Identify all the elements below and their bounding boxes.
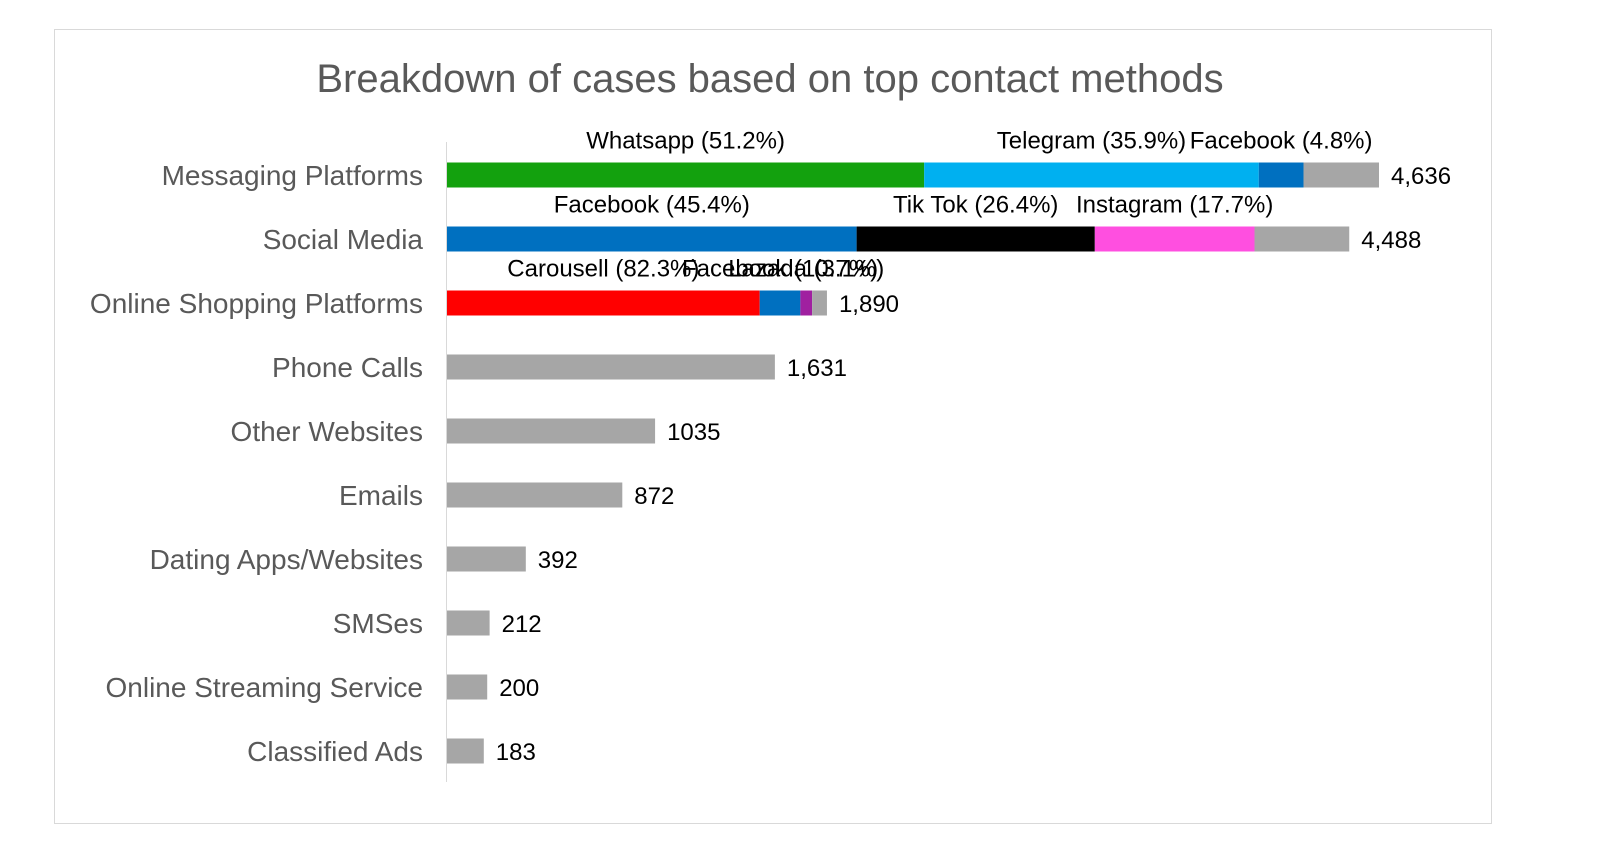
- bar-segment: [1094, 226, 1255, 252]
- bar-segment: [447, 354, 775, 380]
- category-label: Dating Apps/Websites: [150, 544, 423, 575]
- bar-segment: [759, 290, 801, 316]
- segment-label: Tik Tok (26.4%): [893, 192, 1058, 219]
- segment-label: Instagram (17.7%): [1076, 192, 1273, 219]
- chart-frame: [54, 29, 1492, 824]
- bar-segment: [924, 162, 1259, 188]
- segment-label: Facebook (4.8%): [1190, 128, 1373, 155]
- bar-segment: [812, 290, 827, 316]
- category-label: SMSes: [333, 608, 423, 639]
- value-label: 1035: [667, 419, 720, 446]
- bar-segment: [447, 738, 484, 764]
- chart-title: Breakdown of cases based on top contact …: [316, 57, 1223, 101]
- category-label: Other Websites: [231, 416, 423, 447]
- segment-label: Whatsapp (51.2%): [586, 128, 785, 155]
- category-label: Emails: [339, 480, 423, 511]
- bar-segment: [447, 610, 490, 636]
- bar-segment: [447, 546, 526, 572]
- bar-segment: [800, 290, 813, 316]
- value-label: 392: [538, 547, 578, 574]
- bar-segment: [1254, 226, 1350, 252]
- segment-label: Facebook (10.7%): [682, 256, 878, 283]
- category-label: Messaging Platforms: [162, 160, 423, 191]
- segment-label: Facebook (45.4%): [554, 192, 750, 219]
- bar-segment: [1258, 162, 1304, 188]
- value-label: 1,890: [839, 291, 899, 318]
- value-label: 872: [634, 483, 674, 510]
- bar-segment: [447, 290, 760, 316]
- bar-segment: [856, 226, 1095, 252]
- bar-segment: [447, 482, 623, 508]
- bar-segment: [1303, 162, 1379, 188]
- value-label: 4,488: [1361, 227, 1421, 254]
- value-label: 4,636: [1391, 163, 1451, 190]
- bar-segment: [447, 674, 488, 700]
- category-label: Social Media: [263, 224, 424, 255]
- value-label: 212: [502, 611, 542, 638]
- value-label: 200: [499, 675, 539, 702]
- value-label: 183: [496, 739, 536, 766]
- segment-label: Lazada (3.1%): [728, 256, 884, 283]
- segment-label: Carousell (82.3%): [507, 256, 699, 283]
- bar-segment: [447, 418, 656, 444]
- category-label: Phone Calls: [272, 352, 423, 383]
- bar-segment: [447, 162, 925, 188]
- segment-label: Telegram (35.9%): [997, 128, 1186, 155]
- category-label: Classified Ads: [247, 736, 423, 767]
- category-label: Online Streaming Service: [106, 672, 423, 703]
- category-label: Online Shopping Platforms: [90, 288, 423, 319]
- value-label: 1,631: [787, 355, 847, 382]
- bars-layer: Messaging Platforms Whatsapp (51.2%) Teleg…: [90, 128, 1451, 768]
- bar-segment: [447, 226, 857, 252]
